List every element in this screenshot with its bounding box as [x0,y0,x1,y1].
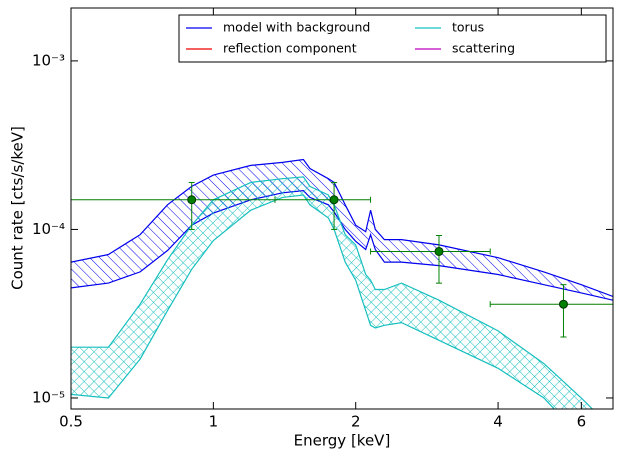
y-tick-label: 10⁻³ [32,51,65,69]
legend-label: scattering [452,41,515,56]
legend-box [178,14,607,63]
legend-label: model with background [223,20,370,35]
band-edge [71,158,613,298]
y-tick-label: 10⁻⁴ [32,220,65,238]
legend-label: torus [452,20,484,35]
legend-label: reflection component [223,41,357,56]
x-axis-label: Energy [keV] [294,432,391,450]
band-hatch [71,159,613,301]
y-axis-label: Count rate [cts/s/keV] [9,126,27,290]
data-point [558,299,568,309]
x-tick-label: 4 [493,413,503,431]
axes-frame [70,7,614,410]
x-tick-label: 0.5 [59,413,83,431]
x-tick-label: 1 [209,413,219,431]
band-edge [71,194,556,409]
data-point [329,195,339,205]
data-point [187,195,197,205]
x-tick-label: 6 [577,413,587,431]
y-tick-label: 10⁻⁵ [32,388,65,406]
x-tick-label: 2 [351,413,361,431]
band-edge [71,176,594,409]
plot-area [71,158,613,409]
data-point [434,246,444,256]
